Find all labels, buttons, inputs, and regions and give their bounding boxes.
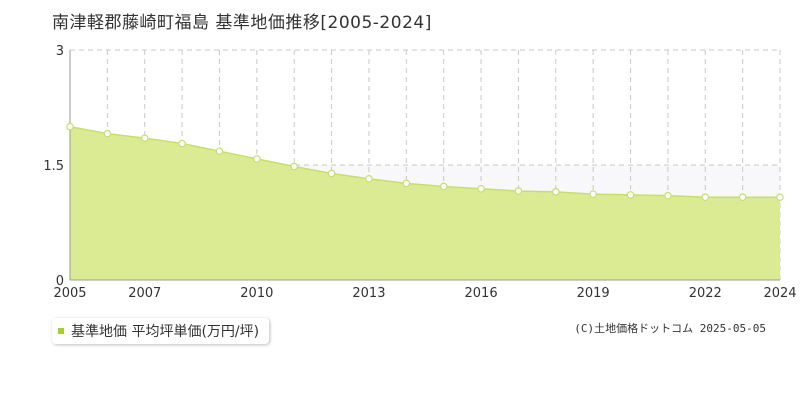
x-tick-label: 2024 xyxy=(763,286,796,301)
y-tick-label: 1.5 xyxy=(43,159,64,174)
data-point xyxy=(402,179,411,188)
x-tick-label: 2022 xyxy=(689,286,722,301)
data-point xyxy=(664,191,672,200)
legend: 基準地価 平均坪単価(万円/坪) xyxy=(52,318,270,344)
data-point xyxy=(365,175,373,183)
x-tick-label: 2016 xyxy=(465,286,498,301)
data-point xyxy=(589,190,597,198)
y-tick-label: 3 xyxy=(56,44,64,59)
x-tick-label: 2010 xyxy=(240,286,273,301)
legend-marker xyxy=(58,328,64,334)
data-point xyxy=(178,139,186,148)
series-area xyxy=(70,126,780,281)
data-point xyxy=(776,193,784,202)
y-tick-label: 0 xyxy=(56,274,64,289)
data-point xyxy=(477,184,485,193)
data-point xyxy=(738,193,747,202)
data-point xyxy=(103,129,112,138)
copyright-text: (C)土地価格ドットコム 2025-05-05 xyxy=(574,322,766,335)
x-tick-label: 2013 xyxy=(352,286,385,301)
data-point xyxy=(215,147,224,156)
data-point xyxy=(551,188,560,196)
data-point xyxy=(701,193,710,202)
legend-label: 基準地価 平均坪単価(万円/坪) xyxy=(71,324,260,340)
chart-title: 南津軽郡藤崎町福島 基準地価推移[2005-2024] xyxy=(52,13,432,33)
data-point xyxy=(253,155,261,163)
data-point xyxy=(140,134,149,142)
x-tick-label: 2019 xyxy=(577,286,610,301)
data-point xyxy=(327,169,336,178)
series-line xyxy=(69,125,780,198)
data-point xyxy=(66,122,74,131)
data-point xyxy=(514,187,523,195)
data-point xyxy=(290,162,299,171)
x-tick-label: 2005 xyxy=(53,286,86,301)
data-point xyxy=(439,182,448,191)
x-tick-label: 2007 xyxy=(128,286,161,301)
data-point xyxy=(626,191,635,199)
